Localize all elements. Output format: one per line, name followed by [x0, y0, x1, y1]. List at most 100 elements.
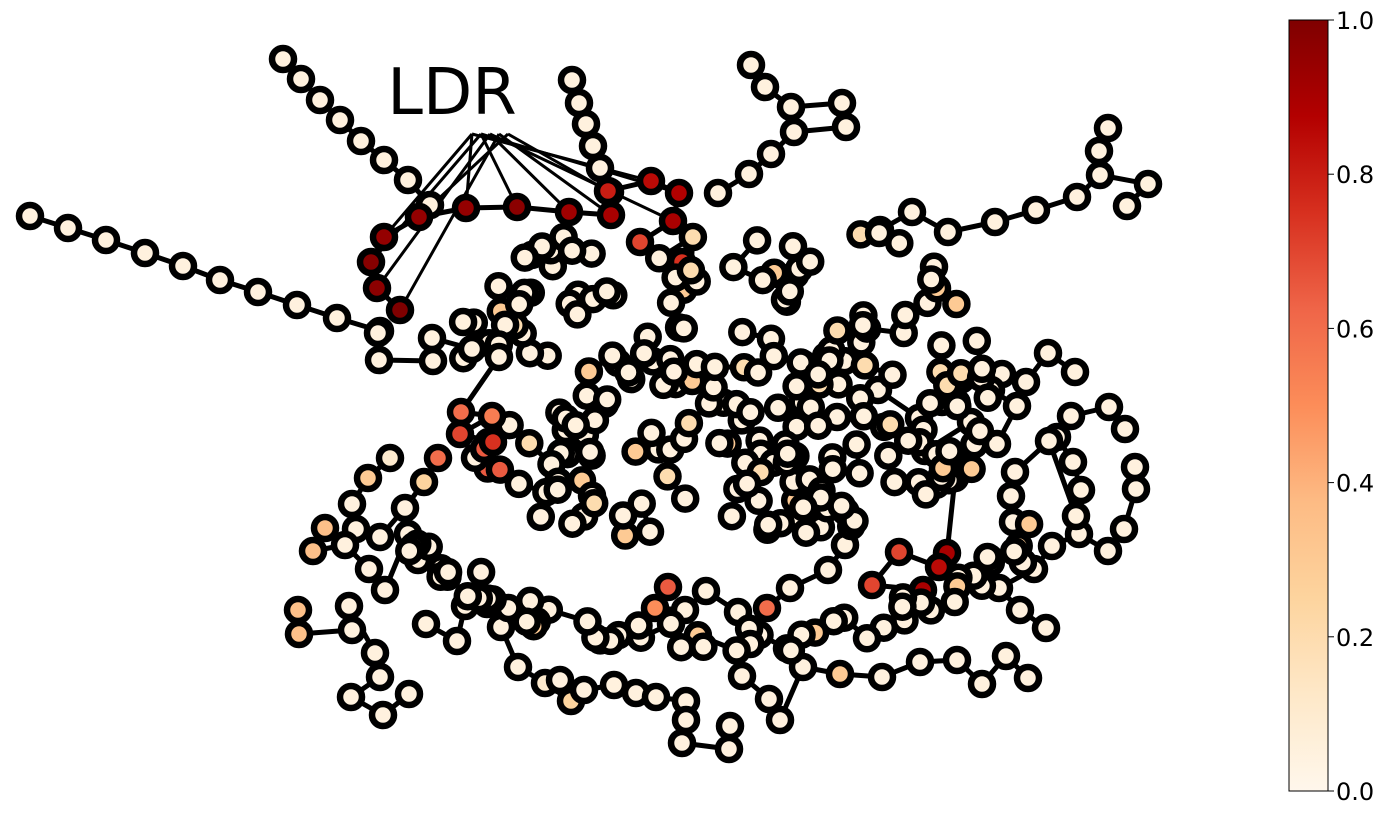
graph-node — [578, 131, 608, 161]
graph-node — [1066, 475, 1096, 505]
graph-node — [404, 202, 434, 232]
graph-node — [130, 238, 160, 268]
graph-node — [1034, 426, 1064, 456]
graph-node — [322, 303, 352, 333]
graph-node — [897, 197, 927, 227]
graph-node — [585, 153, 615, 183]
graph-node — [1085, 160, 1115, 190]
graph-node — [795, 247, 825, 276]
graph-node — [1005, 595, 1035, 625]
graph-node — [593, 176, 623, 206]
graph-node — [917, 265, 946, 294]
graph-node — [1120, 452, 1150, 482]
graph-node — [417, 323, 447, 353]
graph-node — [364, 345, 394, 375]
graph-node — [689, 632, 718, 662]
graph-node — [1121, 474, 1151, 504]
graph-node — [742, 226, 772, 255]
graph-node — [362, 273, 392, 303]
graph-node — [670, 484, 700, 513]
graph-node — [448, 307, 478, 337]
graph-node — [1031, 613, 1061, 643]
graph-node — [363, 318, 393, 348]
graph-node — [911, 480, 941, 509]
graph-node — [864, 218, 894, 248]
graph-node — [775, 277, 805, 306]
graph-node — [598, 341, 627, 370]
graph-node — [845, 459, 874, 488]
graph-node — [973, 383, 1003, 413]
graph-node — [884, 537, 914, 567]
graph-node — [466, 557, 496, 587]
graph-node — [732, 469, 762, 499]
graph-node — [1093, 536, 1123, 566]
graph-node — [664, 178, 694, 208]
graph-node — [543, 475, 572, 504]
graph-node — [848, 310, 878, 340]
graph-node — [703, 178, 733, 208]
graph-node — [996, 481, 1026, 511]
graph-node — [973, 542, 1002, 572]
graph-node — [791, 518, 821, 547]
graph-node — [485, 455, 515, 484]
graph-node — [554, 197, 584, 227]
graph-node — [754, 684, 784, 714]
graph-node — [803, 360, 833, 389]
graph-node — [736, 50, 766, 80]
graph-node — [933, 217, 963, 247]
graph-node — [614, 358, 643, 387]
ldr-pointer-line — [398, 133, 501, 311]
graph-node — [433, 557, 463, 587]
graph-node — [334, 591, 364, 621]
graph-node — [503, 652, 533, 682]
graph-node — [1110, 414, 1140, 444]
graph-node — [286, 64, 316, 94]
graph-node — [283, 595, 313, 625]
colorbar-tick-label: 0.0 — [1336, 778, 1374, 806]
graph-node — [674, 408, 704, 438]
graph-node — [1060, 357, 1090, 387]
graph-node — [561, 411, 590, 440]
graph-node — [891, 300, 920, 330]
graph-node — [776, 636, 806, 665]
graph-node — [451, 193, 481, 223]
graph-node — [573, 607, 602, 636]
graph-node — [671, 705, 701, 735]
graph-node — [526, 502, 556, 532]
graph-node — [942, 645, 972, 675]
colorbar-tick-label: 0.6 — [1336, 315, 1374, 343]
graph-node — [457, 334, 487, 364]
graph-node — [753, 510, 783, 540]
graph-node — [876, 410, 905, 439]
graph-node — [880, 467, 909, 497]
graph-node — [625, 227, 655, 257]
graph-node — [669, 314, 699, 343]
graph-node — [850, 351, 880, 380]
graph-node — [700, 352, 730, 382]
graph-node — [569, 675, 599, 705]
graph-node — [1112, 191, 1142, 221]
graph-node — [502, 192, 532, 222]
graph-node — [510, 243, 540, 272]
graph-node — [325, 105, 355, 135]
graph-node — [714, 734, 744, 764]
graph-node — [310, 513, 340, 543]
colorbar-tick-label: 0.4 — [1336, 470, 1374, 498]
graph-node — [1013, 663, 1043, 693]
graph-node — [641, 682, 671, 712]
graph-node — [943, 391, 972, 421]
graph-node — [574, 357, 604, 386]
graph-node — [659, 357, 689, 387]
graph-node — [370, 575, 400, 605]
ldr-label: LDR — [387, 56, 516, 130]
graph-node — [1058, 447, 1088, 477]
graph-node — [666, 632, 696, 662]
graph-node — [515, 428, 544, 458]
graph-node — [644, 244, 674, 273]
graph-node — [168, 251, 198, 281]
graph-node — [857, 570, 887, 600]
graph-node — [282, 290, 312, 320]
graph-node — [827, 88, 857, 118]
graph-node — [346, 126, 376, 156]
graph-node — [743, 358, 773, 387]
